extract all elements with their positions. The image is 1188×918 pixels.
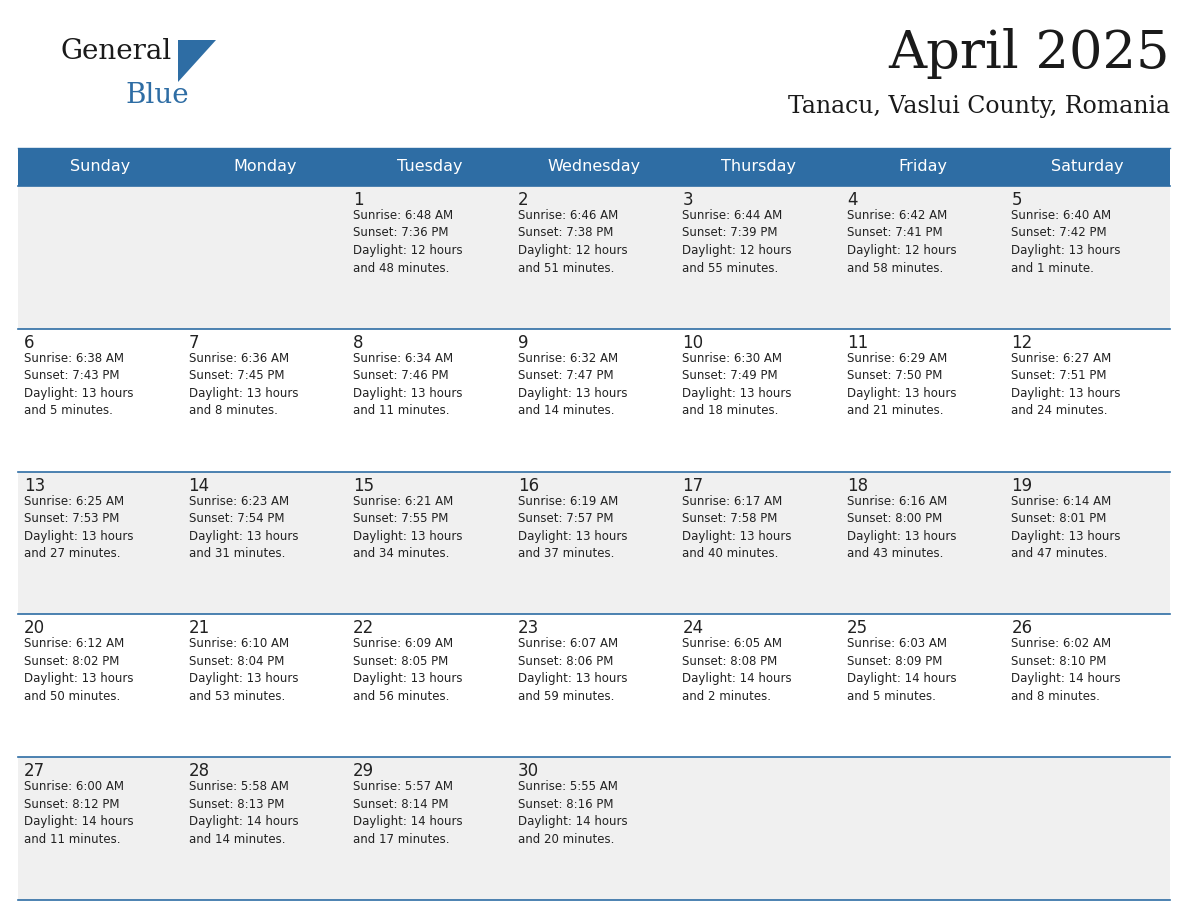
Bar (18, 472, 1170, 614)
Text: Sunrise: 6:25 AM
Sunset: 7:53 PM
Daylight: 13 hours
and 27 minutes.: Sunrise: 6:25 AM Sunset: 7:53 PM Dayligh… (24, 495, 133, 560)
Text: Sunrise: 5:58 AM
Sunset: 8:13 PM
Daylight: 14 hours
and 14 minutes.: Sunrise: 5:58 AM Sunset: 8:13 PM Dayligh… (189, 780, 298, 845)
Text: Wednesday: Wednesday (548, 160, 640, 174)
Text: 1: 1 (353, 191, 364, 209)
Text: 26: 26 (1011, 620, 1032, 637)
Text: Sunrise: 6:19 AM
Sunset: 7:57 PM
Daylight: 13 hours
and 37 minutes.: Sunrise: 6:19 AM Sunset: 7:57 PM Dayligh… (518, 495, 627, 560)
Text: Sunrise: 6:10 AM
Sunset: 8:04 PM
Daylight: 13 hours
and 53 minutes.: Sunrise: 6:10 AM Sunset: 8:04 PM Dayligh… (189, 637, 298, 703)
Text: 18: 18 (847, 476, 868, 495)
Text: Tuesday: Tuesday (397, 160, 462, 174)
Polygon shape (178, 40, 216, 82)
Text: Saturday: Saturday (1051, 160, 1124, 174)
Text: 23: 23 (518, 620, 539, 637)
Text: 4: 4 (847, 191, 858, 209)
Text: Sunrise: 6:40 AM
Sunset: 7:42 PM
Daylight: 13 hours
and 1 minute.: Sunrise: 6:40 AM Sunset: 7:42 PM Dayligh… (1011, 209, 1121, 274)
Bar (1005, 148, 1170, 186)
Text: Sunrise: 6:00 AM
Sunset: 8:12 PM
Daylight: 14 hours
and 11 minutes.: Sunrise: 6:00 AM Sunset: 8:12 PM Dayligh… (24, 780, 133, 845)
Text: Sunrise: 6:02 AM
Sunset: 8:10 PM
Daylight: 14 hours
and 8 minutes.: Sunrise: 6:02 AM Sunset: 8:10 PM Dayligh… (1011, 637, 1121, 703)
Text: 5: 5 (1011, 191, 1022, 209)
Text: 29: 29 (353, 762, 374, 780)
Text: Sunrise: 6:07 AM
Sunset: 8:06 PM
Daylight: 13 hours
and 59 minutes.: Sunrise: 6:07 AM Sunset: 8:06 PM Dayligh… (518, 637, 627, 703)
Text: 9: 9 (518, 334, 529, 352)
Text: 30: 30 (518, 762, 539, 780)
Text: 7: 7 (189, 334, 200, 352)
Text: Tanacu, Vaslui County, Romania: Tanacu, Vaslui County, Romania (788, 95, 1170, 118)
Text: 8: 8 (353, 334, 364, 352)
Text: 19: 19 (1011, 476, 1032, 495)
Text: Friday: Friday (898, 160, 948, 174)
Text: General: General (61, 38, 171, 65)
Text: Sunrise: 6:09 AM
Sunset: 8:05 PM
Daylight: 13 hours
and 56 minutes.: Sunrise: 6:09 AM Sunset: 8:05 PM Dayligh… (353, 637, 462, 703)
Text: Sunrise: 6:16 AM
Sunset: 8:00 PM
Daylight: 13 hours
and 43 minutes.: Sunrise: 6:16 AM Sunset: 8:00 PM Dayligh… (847, 495, 956, 560)
Text: 24: 24 (682, 620, 703, 637)
Text: Sunrise: 6:17 AM
Sunset: 7:58 PM
Daylight: 13 hours
and 40 minutes.: Sunrise: 6:17 AM Sunset: 7:58 PM Dayligh… (682, 495, 791, 560)
Bar (512, 148, 676, 186)
Text: Sunrise: 6:30 AM
Sunset: 7:49 PM
Daylight: 13 hours
and 18 minutes.: Sunrise: 6:30 AM Sunset: 7:49 PM Dayligh… (682, 352, 791, 418)
Text: Sunrise: 5:57 AM
Sunset: 8:14 PM
Daylight: 14 hours
and 17 minutes.: Sunrise: 5:57 AM Sunset: 8:14 PM Dayligh… (353, 780, 463, 845)
Text: Sunrise: 6:46 AM
Sunset: 7:38 PM
Daylight: 12 hours
and 51 minutes.: Sunrise: 6:46 AM Sunset: 7:38 PM Dayligh… (518, 209, 627, 274)
Bar (18, 757, 1170, 900)
Bar (841, 148, 1005, 186)
Text: 11: 11 (847, 334, 868, 352)
Text: 20: 20 (24, 620, 45, 637)
Text: 27: 27 (24, 762, 45, 780)
Text: 12: 12 (1011, 334, 1032, 352)
Text: Sunday: Sunday (70, 160, 131, 174)
Text: Sunrise: 6:14 AM
Sunset: 8:01 PM
Daylight: 13 hours
and 47 minutes.: Sunrise: 6:14 AM Sunset: 8:01 PM Dayligh… (1011, 495, 1121, 560)
Bar (183, 148, 347, 186)
Text: 17: 17 (682, 476, 703, 495)
Text: Sunrise: 6:48 AM
Sunset: 7:36 PM
Daylight: 12 hours
and 48 minutes.: Sunrise: 6:48 AM Sunset: 7:36 PM Dayligh… (353, 209, 463, 274)
Text: 14: 14 (189, 476, 210, 495)
Text: 25: 25 (847, 620, 868, 637)
Bar (18, 329, 1170, 472)
Text: 15: 15 (353, 476, 374, 495)
Text: Thursday: Thursday (721, 160, 796, 174)
Text: Sunrise: 6:44 AM
Sunset: 7:39 PM
Daylight: 12 hours
and 55 minutes.: Sunrise: 6:44 AM Sunset: 7:39 PM Dayligh… (682, 209, 792, 274)
Text: 10: 10 (682, 334, 703, 352)
Text: Sunrise: 6:36 AM
Sunset: 7:45 PM
Daylight: 13 hours
and 8 minutes.: Sunrise: 6:36 AM Sunset: 7:45 PM Dayligh… (189, 352, 298, 418)
Text: Sunrise: 6:23 AM
Sunset: 7:54 PM
Daylight: 13 hours
and 31 minutes.: Sunrise: 6:23 AM Sunset: 7:54 PM Dayligh… (189, 495, 298, 560)
Text: Sunrise: 6:27 AM
Sunset: 7:51 PM
Daylight: 13 hours
and 24 minutes.: Sunrise: 6:27 AM Sunset: 7:51 PM Dayligh… (1011, 352, 1121, 418)
Text: Sunrise: 6:29 AM
Sunset: 7:50 PM
Daylight: 13 hours
and 21 minutes.: Sunrise: 6:29 AM Sunset: 7:50 PM Dayligh… (847, 352, 956, 418)
Bar (18, 186, 1170, 329)
Text: 16: 16 (518, 476, 539, 495)
Text: 13: 13 (24, 476, 45, 495)
Text: Sunrise: 6:38 AM
Sunset: 7:43 PM
Daylight: 13 hours
and 5 minutes.: Sunrise: 6:38 AM Sunset: 7:43 PM Dayligh… (24, 352, 133, 418)
Bar (347, 148, 512, 186)
Text: Sunrise: 5:55 AM
Sunset: 8:16 PM
Daylight: 14 hours
and 20 minutes.: Sunrise: 5:55 AM Sunset: 8:16 PM Dayligh… (518, 780, 627, 845)
Bar (18, 148, 183, 186)
Bar (18, 614, 1170, 757)
Text: Sunrise: 6:32 AM
Sunset: 7:47 PM
Daylight: 13 hours
and 14 minutes.: Sunrise: 6:32 AM Sunset: 7:47 PM Dayligh… (518, 352, 627, 418)
Text: April 2025: April 2025 (889, 28, 1170, 79)
Text: 28: 28 (189, 762, 210, 780)
Text: Sunrise: 6:05 AM
Sunset: 8:08 PM
Daylight: 14 hours
and 2 minutes.: Sunrise: 6:05 AM Sunset: 8:08 PM Dayligh… (682, 637, 792, 703)
Text: Sunrise: 6:34 AM
Sunset: 7:46 PM
Daylight: 13 hours
and 11 minutes.: Sunrise: 6:34 AM Sunset: 7:46 PM Dayligh… (353, 352, 462, 418)
Text: 22: 22 (353, 620, 374, 637)
Text: Monday: Monday (233, 160, 297, 174)
Text: Sunrise: 6:21 AM
Sunset: 7:55 PM
Daylight: 13 hours
and 34 minutes.: Sunrise: 6:21 AM Sunset: 7:55 PM Dayligh… (353, 495, 462, 560)
Text: Blue: Blue (125, 82, 189, 109)
Text: Sunrise: 6:12 AM
Sunset: 8:02 PM
Daylight: 13 hours
and 50 minutes.: Sunrise: 6:12 AM Sunset: 8:02 PM Dayligh… (24, 637, 133, 703)
Bar (676, 148, 841, 186)
Text: 6: 6 (24, 334, 34, 352)
Text: Sunrise: 6:42 AM
Sunset: 7:41 PM
Daylight: 12 hours
and 58 minutes.: Sunrise: 6:42 AM Sunset: 7:41 PM Dayligh… (847, 209, 956, 274)
Text: 21: 21 (189, 620, 210, 637)
Text: Sunrise: 6:03 AM
Sunset: 8:09 PM
Daylight: 14 hours
and 5 minutes.: Sunrise: 6:03 AM Sunset: 8:09 PM Dayligh… (847, 637, 956, 703)
Text: 2: 2 (518, 191, 529, 209)
Text: 3: 3 (682, 191, 693, 209)
